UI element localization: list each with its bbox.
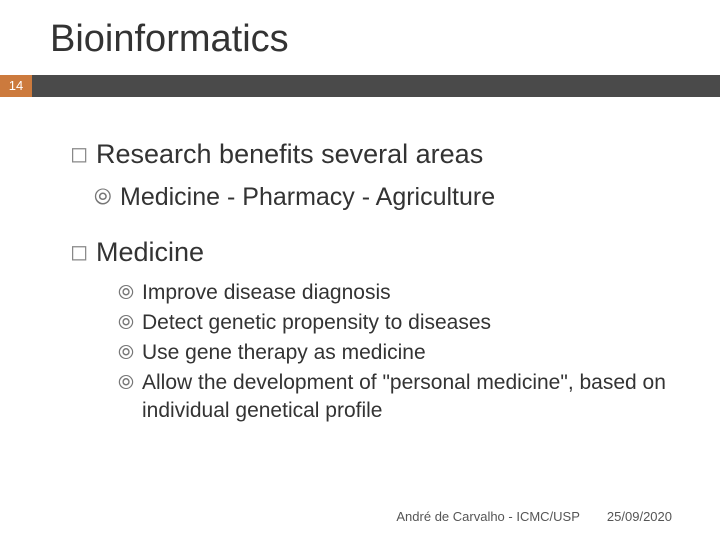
list-item: ⦾ Medicine - Pharmacy - Agriculture [94, 181, 680, 213]
slide-footer: André de Carvalho - ICMC/USP 25/09/2020 [396, 509, 672, 524]
slide-title: Bioinformatics [0, 0, 720, 75]
list-item: ⦾ Allow the development of "personal med… [118, 369, 680, 425]
bullet-text: Medicine - Pharmacy - Agriculture [120, 181, 495, 213]
bullet-text: Improve disease diagnosis [142, 279, 391, 307]
accent-bar: 14 [0, 75, 720, 97]
square-bullet-icon: ◻ [70, 235, 96, 269]
target-bullet-icon: ⦾ [118, 279, 142, 307]
bullet-text: Use gene therapy as medicine [142, 339, 426, 367]
list-item: ⦾ Use gene therapy as medicine [118, 339, 680, 367]
list-item: ⦾ Improve disease diagnosis [118, 279, 680, 307]
square-bullet-icon: ◻ [70, 137, 96, 171]
content-area: ◻ Research benefits several areas ⦾ Medi… [0, 97, 720, 425]
list-item: ◻ Research benefits several areas [70, 137, 680, 171]
list-item: ◻ Medicine [70, 235, 680, 269]
page-number-block: 14 [0, 75, 32, 97]
list-item: ⦾ Detect genetic propensity to diseases [118, 309, 680, 337]
target-bullet-icon: ⦾ [94, 181, 120, 213]
bullet-text: Detect genetic propensity to diseases [142, 309, 491, 337]
bullet-text: Allow the development of "personal medic… [142, 369, 680, 425]
footer-date: 25/09/2020 [607, 509, 672, 524]
accent-line [32, 75, 720, 97]
target-bullet-icon: ⦾ [118, 339, 142, 367]
bullet-text: Medicine [96, 235, 204, 269]
target-bullet-icon: ⦾ [118, 369, 142, 425]
bullet-text: Research benefits several areas [96, 137, 483, 171]
footer-author: André de Carvalho - ICMC/USP [396, 509, 579, 524]
target-bullet-icon: ⦾ [118, 309, 142, 337]
